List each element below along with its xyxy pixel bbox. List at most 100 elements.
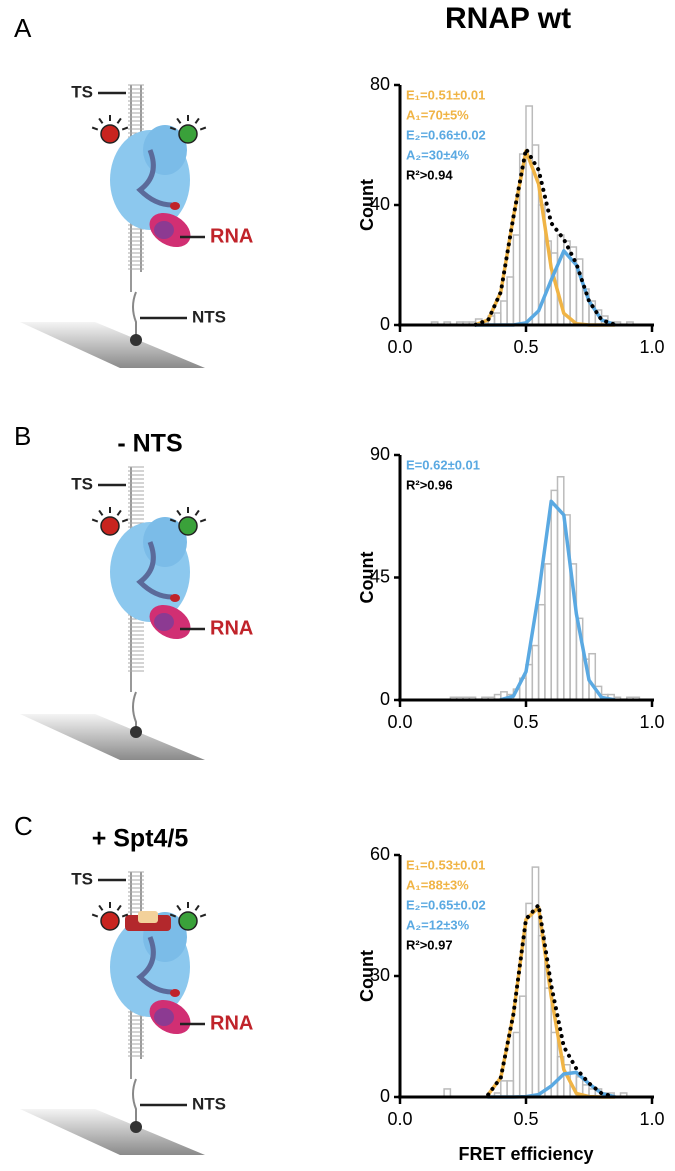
surface: [20, 714, 205, 760]
dye-ray: [121, 126, 129, 131]
surface: [20, 322, 205, 368]
x-tick-label: 1.0: [639, 712, 664, 732]
dye-ray: [176, 509, 182, 516]
diagram-label: NTS: [192, 1094, 226, 1113]
dye-ray: [176, 904, 182, 911]
y-tick-label: 30: [370, 965, 390, 985]
panel-letter: A: [14, 13, 32, 43]
x-tick-label: 0.5: [513, 712, 538, 732]
fit-annotation: E₁=0.53±0.01: [406, 857, 485, 872]
schematic: TS RNA: [20, 466, 253, 760]
diagram-label: RNA: [210, 1012, 253, 1034]
surface: [20, 1109, 205, 1155]
bar: [525, 105, 534, 326]
dna-tail: [132, 691, 137, 727]
y-tick-label: 0: [380, 689, 390, 709]
fit-curve: [473, 146, 617, 327]
dye-ray: [98, 509, 104, 516]
dye: [100, 911, 120, 931]
y-tick-label: 45: [370, 566, 390, 586]
fit-annotation: E₂=0.65±0.02: [406, 897, 486, 912]
dye-ray: [116, 904, 122, 911]
x-tick-label: 1.0: [639, 337, 664, 357]
x-tick-label: 0.5: [513, 337, 538, 357]
rna-strand: [136, 541, 173, 600]
bar: [500, 1080, 508, 1098]
dye-ray: [121, 913, 129, 918]
y-axis-label: Count: [357, 179, 377, 231]
fit-curve: [499, 499, 616, 702]
bar: [512, 1031, 521, 1098]
rna-end: [170, 594, 180, 602]
dna-tail: [132, 1078, 137, 1122]
bar: [525, 902, 534, 1098]
bar: [544, 563, 552, 701]
bar: [506, 276, 515, 326]
x-axis-label: FRET efficiency: [458, 1144, 593, 1164]
diagram-label: NTS: [192, 307, 226, 326]
dye-ray: [98, 904, 104, 911]
dye-ray: [169, 126, 177, 131]
dye-ray: [116, 509, 122, 516]
fit-annotation: E₂=0.66±0.02: [406, 127, 486, 142]
bead: [130, 1121, 142, 1133]
x-tick-label: 1.0: [639, 1109, 664, 1129]
spt-core: [138, 911, 158, 923]
dye-ray: [199, 126, 207, 131]
y-tick-label: 90: [370, 444, 390, 464]
dye-ray: [199, 913, 207, 918]
bead: [130, 726, 142, 738]
dye-ray: [116, 117, 122, 124]
fit-annotation: R²>0.96: [406, 477, 453, 492]
schematic: TS RNA NTS: [20, 869, 253, 1155]
dye-ray: [98, 117, 104, 124]
bar: [531, 866, 540, 1098]
y-axis-label: Count: [357, 950, 377, 1002]
y-tick-label: 0: [380, 314, 390, 334]
bar: [550, 489, 559, 701]
dye-ray: [91, 126, 99, 131]
schematic: TS RNA NTS: [20, 82, 253, 368]
x-tick-label: 0.0: [387, 337, 412, 357]
diagram-label: TS: [71, 869, 93, 888]
bar: [544, 987, 552, 1098]
fit-curve: [486, 903, 617, 1099]
x-tick-label: 0.5: [513, 1109, 538, 1129]
fit-annotation: A₂=12±3%: [406, 917, 470, 932]
dye: [178, 516, 198, 536]
bar: [506, 1080, 515, 1098]
dye: [178, 124, 198, 144]
fit-annotation: E₁=0.51±0.01: [406, 87, 485, 102]
bar: [518, 995, 527, 1098]
bead: [130, 334, 142, 346]
bar: [493, 312, 502, 326]
y-axis-label: Count: [357, 552, 377, 604]
fit-annotation: R²>0.94: [406, 167, 453, 182]
x-tick-label: 0.0: [387, 712, 412, 732]
dye-ray: [194, 509, 200, 516]
fit-annotation: A₁=70±5%: [406, 107, 469, 122]
bar: [500, 300, 508, 326]
fit-annotation: R²>0.97: [406, 937, 453, 952]
panel-letter: C: [14, 811, 33, 841]
panel-heading: - NTS: [117, 430, 182, 458]
bar: [537, 603, 546, 701]
rna-strand: [136, 149, 173, 208]
dye-ray: [121, 518, 129, 523]
figure-title: RNAP wt: [445, 2, 571, 35]
bar: [531, 644, 540, 701]
factor-core: [154, 613, 174, 631]
diagram-label: TS: [71, 474, 93, 493]
diagram-label: RNA: [210, 225, 253, 247]
dye-ray: [176, 117, 182, 124]
factor-core: [154, 1008, 174, 1026]
x-tick-label: 0.0: [387, 1109, 412, 1129]
panel-letter: B: [14, 421, 31, 451]
diagram-label: TS: [71, 82, 93, 101]
y-tick-label: 40: [370, 194, 390, 214]
dye-ray: [194, 904, 200, 911]
rna-strand: [136, 936, 173, 995]
dye-ray: [199, 518, 207, 523]
dye-ray: [194, 117, 200, 124]
dye: [178, 911, 198, 931]
